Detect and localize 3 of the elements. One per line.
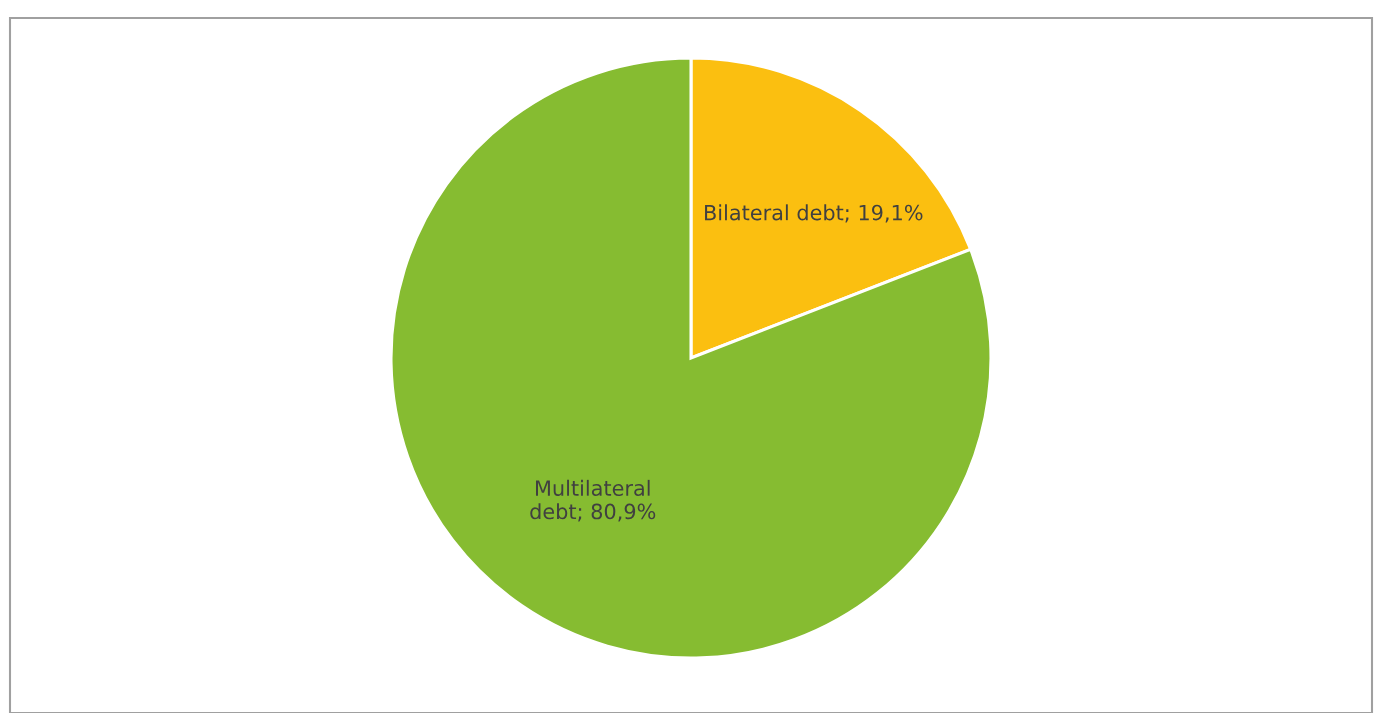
pie-slice: [389, 56, 993, 660]
slice-label: Multilateral debt; 80,9%: [530, 479, 656, 522]
slice-label: Bilateral debt; 19,1%: [705, 204, 923, 223]
